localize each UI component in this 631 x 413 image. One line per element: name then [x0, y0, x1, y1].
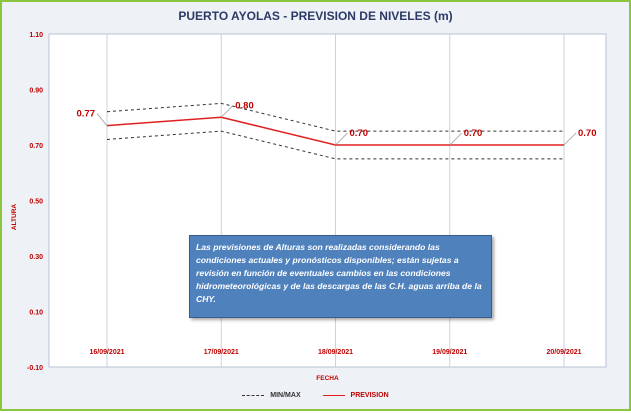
- y-tick-label: 0.10: [29, 310, 43, 317]
- data-label: 0.70: [350, 128, 369, 139]
- data-label-leader: [449, 132, 463, 146]
- series-line-max: [106, 102, 564, 132]
- legend-label-prevision: PREVISION: [350, 392, 389, 399]
- data-label: 0.70: [464, 128, 483, 139]
- data-label: 0.77: [77, 109, 96, 120]
- y-tick-label: 1.10: [29, 32, 43, 39]
- y-tick-label: 0.90: [29, 88, 43, 95]
- legend-label-minmax: MIN/MAX: [270, 392, 301, 399]
- chart-title: PUERTO AYOLAS - PREVISION DE NIVELES (m): [178, 9, 453, 23]
- data-label: 0.80: [235, 100, 254, 111]
- x-tick-label: 20/09/2021: [546, 349, 581, 356]
- legend-item-prevision: PREVISION: [322, 392, 389, 399]
- y-tick-label: 0.30: [29, 254, 43, 261]
- legend-item-minmax: MIN/MAX: [242, 392, 301, 399]
- data-label-leader: [563, 132, 577, 146]
- legend-swatch-prevision: [322, 394, 345, 396]
- data-label: 0.70: [578, 128, 597, 139]
- y-axis-title: ALTURA: [11, 204, 18, 231]
- data-label-leader: [96, 113, 108, 126]
- x-tick-label: 18/09/2021: [318, 349, 353, 356]
- x-axis-title: FECHA: [316, 375, 339, 382]
- data-label-leader: [220, 104, 234, 118]
- y-tick-label: 0.70: [29, 143, 43, 150]
- y-tick-label: -0.10: [27, 365, 43, 372]
- x-tick-label: 17/09/2021: [204, 349, 239, 356]
- forecast-note: Las previsiones de Alturas son realizada…: [189, 235, 492, 318]
- x-tick-label: 19/09/2021: [432, 349, 467, 356]
- x-tick-label: 16/09/2021: [89, 349, 124, 356]
- data-label-leader: [335, 132, 348, 146]
- y-tick-label: 0.50: [29, 199, 43, 206]
- legend: MIN/MAX PREVISION: [2, 392, 629, 399]
- series-line-min: [106, 130, 564, 160]
- legend-swatch-minmax: [242, 394, 265, 396]
